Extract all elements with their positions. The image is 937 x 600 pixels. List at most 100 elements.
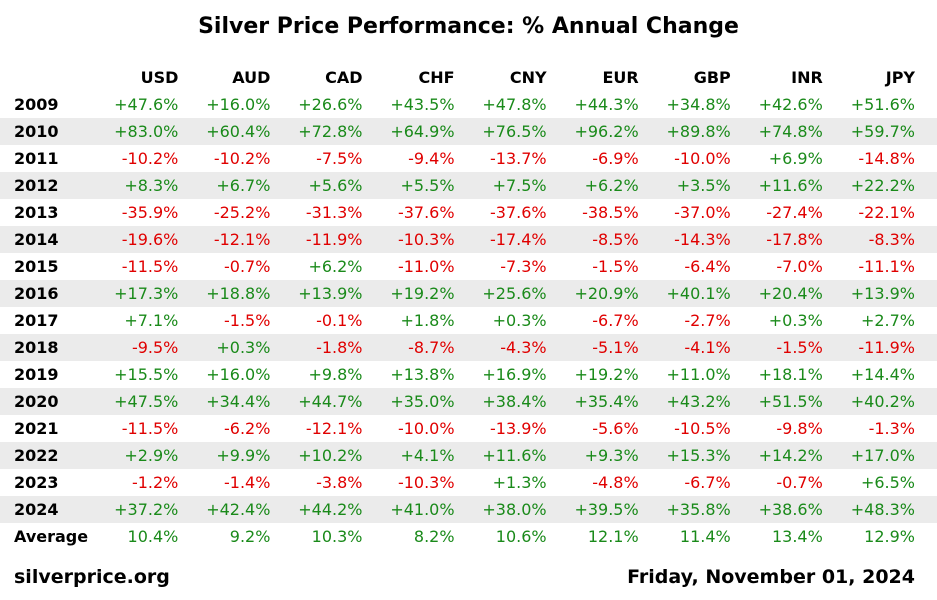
value-cell: -10.0% <box>397 419 455 438</box>
value-cell: -9.5% <box>108 334 201 361</box>
value-cell: +72.8% <box>292 118 385 145</box>
value-cell: -6.9% <box>592 149 639 168</box>
value-cell: +6.7% <box>200 172 293 199</box>
value-cell: -1.5% <box>224 311 271 330</box>
value-cell: +15.5% <box>114 365 179 384</box>
value-cell: 8.2% <box>413 527 455 546</box>
column-header-chf: CHF <box>418 68 455 87</box>
value-cell: -8.7% <box>384 334 477 361</box>
value-cell: 12.1% <box>587 527 639 546</box>
value-cell: +9.3% <box>568 442 661 469</box>
value-cell: -22.1% <box>858 203 915 222</box>
value-cell: -11.5% <box>121 419 179 438</box>
value-cell: +0.3% <box>200 334 293 361</box>
value-cell: +6.2% <box>568 172 661 199</box>
year-label: 2024 <box>0 496 109 523</box>
value-cell: +17.0% <box>844 442 937 469</box>
value-cell: 10.4% <box>127 527 179 546</box>
value-cell: +13.9% <box>292 280 385 307</box>
table-body: 2009 +47.6% +16.0% +26.6% +43.5% +47.8% +44.3%… <box>0 91 937 550</box>
value-cell: -4.3% <box>476 334 569 361</box>
value-cell: +20.4% <box>752 280 845 307</box>
year-label: 2019 <box>14 365 59 384</box>
value-cell: -37.6% <box>490 203 547 222</box>
value-cell: -10.0% <box>674 149 731 168</box>
value-cell: +39.5% <box>568 496 661 523</box>
year-label: 2015 <box>14 257 59 276</box>
value-cell: -5.6% <box>592 419 639 438</box>
value-cell: -7.3% <box>500 257 547 276</box>
table-row: 2013 -35.9% -25.2% -31.3% -37.6% -37.6% -38.5%… <box>0 199 937 226</box>
value-cell: -1.4% <box>224 473 271 492</box>
average-label: Average <box>14 527 89 546</box>
value-cell: +40.1% <box>660 280 753 307</box>
value-cell: +17.3% <box>108 280 201 307</box>
value-cell: +13.9% <box>844 280 937 307</box>
value-cell: -8.5% <box>568 226 661 253</box>
value-cell: -13.9% <box>490 419 547 438</box>
value-cell: -10.3% <box>397 473 455 492</box>
table-row: 2018 -9.5% +0.3% -1.8% -8.7% -4.3% -5.1% -4.1% -… <box>0 334 937 361</box>
value-cell: +64.9% <box>384 118 477 145</box>
value-cell: +5.5% <box>384 172 477 199</box>
value-cell: -3.8% <box>316 473 363 492</box>
value-cell: +60.4% <box>200 118 293 145</box>
column-header-jpy: JPY <box>885 68 915 87</box>
value-cell: +7.5% <box>476 172 569 199</box>
value-cell: -4.8% <box>592 473 639 492</box>
value-cell: -14.3% <box>660 226 753 253</box>
column-header-usd: USD <box>140 68 179 87</box>
year-label: 2009 <box>14 95 59 114</box>
value-cell: +47.5% <box>108 388 201 415</box>
value-cell: +41.0% <box>384 496 477 523</box>
value-cell: -10.2% <box>121 149 179 168</box>
value-cell: +22.2% <box>844 172 937 199</box>
value-cell: +14.2% <box>752 442 845 469</box>
value-cell: 10.6% <box>495 527 547 546</box>
value-cell: +47.6% <box>114 95 179 114</box>
value-cell: +35.8% <box>660 496 753 523</box>
value-cell: -1.5% <box>752 334 845 361</box>
value-cell: +38.4% <box>476 388 569 415</box>
value-cell: +0.3% <box>768 311 823 330</box>
value-cell: -7.0% <box>776 257 823 276</box>
value-cell: -35.9% <box>121 203 179 222</box>
value-cell: -10.2% <box>213 149 271 168</box>
value-cell: +3.5% <box>660 172 753 199</box>
value-cell: +44.2% <box>292 496 385 523</box>
value-cell: +6.2% <box>308 257 363 276</box>
value-cell: -0.1% <box>316 311 363 330</box>
year-label: 2020 <box>0 388 109 415</box>
column-header-gbp: GBP <box>693 68 731 87</box>
value-cell: +35.4% <box>568 388 661 415</box>
value-cell: +34.4% <box>200 388 293 415</box>
value-cell: +34.8% <box>666 95 731 114</box>
value-cell: 13.4% <box>771 527 823 546</box>
value-cell: +59.7% <box>844 118 937 145</box>
table-row: 2012 +8.3% +6.7% +5.6% +5.5% +7.5% +6.2% +3.5% +… <box>0 172 937 199</box>
value-cell: +0.3% <box>492 311 547 330</box>
year-label: 2017 <box>14 311 59 330</box>
value-cell: -11.9% <box>292 226 385 253</box>
value-cell: -9.8% <box>776 419 823 438</box>
value-cell: +2.9% <box>108 442 201 469</box>
value-cell: +26.6% <box>298 95 363 114</box>
value-cell: -11.9% <box>844 334 937 361</box>
value-cell: +11.6% <box>476 442 569 469</box>
value-cell: -19.6% <box>108 226 201 253</box>
value-cell: +1.3% <box>492 473 547 492</box>
value-cell: -14.8% <box>858 149 915 168</box>
value-cell: +38.6% <box>752 496 845 523</box>
value-cell: +47.8% <box>482 95 547 114</box>
value-cell: -1.8% <box>292 334 385 361</box>
table-row: 2020 +47.5% +34.4% +44.7% +35.0% +38.4% +35.4%… <box>0 388 937 415</box>
value-cell: -17.4% <box>476 226 569 253</box>
value-cell: -25.2% <box>213 203 271 222</box>
year-label: 2022 <box>0 442 109 469</box>
value-cell: +19.2% <box>574 365 639 384</box>
value-cell: +18.1% <box>758 365 823 384</box>
value-cell: -10.5% <box>674 419 731 438</box>
value-cell: -0.7% <box>224 257 271 276</box>
value-cell: -6.4% <box>684 257 731 276</box>
column-header-eur: EUR <box>602 68 639 87</box>
